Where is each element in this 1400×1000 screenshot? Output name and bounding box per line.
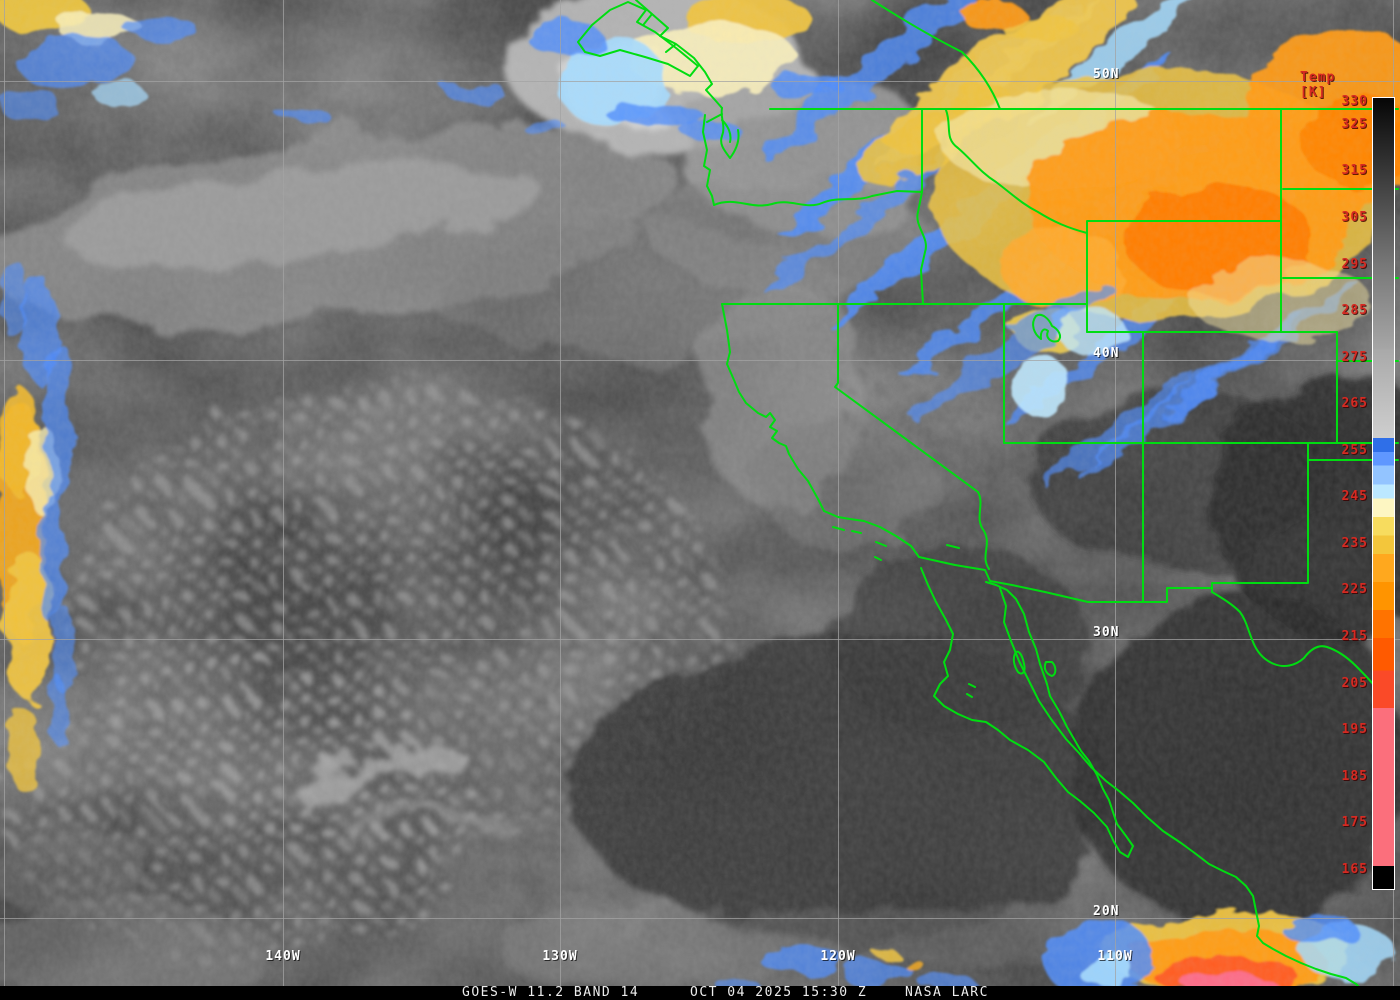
lat-label-40N: 40N	[1093, 346, 1120, 361]
lon-label-120W: 120W	[820, 949, 856, 964]
colorbar-tick-255: 255	[1341, 443, 1368, 458]
colorbar-tick-275: 275	[1341, 350, 1368, 365]
idaho-montana-border	[945, 109, 1088, 234]
bc-alberta-divide	[871, 0, 1001, 110]
wyoming-borders	[1086, 109, 1282, 333]
bc-mainland-coast	[635, 0, 723, 109]
colorbar-tick-205: 205	[1341, 676, 1368, 691]
lon-label-110W: 110W	[1097, 949, 1133, 964]
lon-label-130W: 130W	[542, 949, 578, 964]
colorado-river-az-ca	[977, 491, 990, 570]
caption-product-label: GOES-W 11.2 BAND 14	[462, 985, 640, 1000]
rio-grande	[1211, 591, 1391, 703]
colorbar-tick-315: 315	[1341, 163, 1368, 178]
newmexico-texas-borders	[1211, 442, 1399, 593]
vancouver-island-coast	[577, 1, 699, 77]
idaho-west-border	[916, 109, 927, 305]
colorbar-tick-265: 265	[1341, 396, 1368, 411]
puget-sound	[706, 107, 740, 159]
colorbar-tick-195: 195	[1341, 722, 1368, 737]
colorbar-tick-305: 305	[1341, 210, 1368, 225]
lat-label-30N: 30N	[1093, 625, 1120, 640]
colorbar-title: Temp [K]	[1300, 70, 1336, 100]
great-salt-lake	[1032, 313, 1062, 343]
lat-label-50N: 50N	[1093, 67, 1120, 82]
state-country-borders	[577, 0, 1399, 998]
lon-label-140W: 140W	[265, 949, 301, 964]
colorbar-tick-175: 175	[1341, 815, 1368, 830]
colorbar-tick-235: 235	[1341, 536, 1368, 551]
colorbar-tick-295: 295	[1341, 257, 1368, 272]
california-coast	[721, 303, 920, 558]
colorbar-tick-165: 165	[1341, 862, 1368, 877]
caption-credit: NASA LARC	[905, 985, 989, 1000]
mexico-mainland-coast	[999, 587, 1368, 998]
colorbar-tick-330: 330	[1341, 94, 1368, 109]
us-mexico-border	[918, 556, 1213, 603]
baja-pacific-coast	[920, 567, 1134, 858]
columbia-river-wa-or	[713, 190, 923, 207]
lat-label-20N: 20N	[1093, 904, 1120, 919]
caption-bar: GOES-W 11.2 BAND 14 OCT 04 2025 15:30 Z …	[0, 986, 1400, 1000]
caption-timestamp: OCT 04 2025 15:30 Z	[690, 985, 868, 1000]
colorbar-tick-185: 185	[1341, 769, 1368, 784]
colorbar-tick-285: 285	[1341, 303, 1368, 318]
washington-coast	[702, 114, 715, 206]
colorbar-tick-245: 245	[1341, 489, 1368, 504]
colorbar-tick-215: 215	[1341, 629, 1368, 644]
california-nevada-border	[834, 303, 979, 493]
colorbar-gradient	[1372, 97, 1395, 890]
colorbar-tick-325: 325	[1341, 117, 1368, 132]
baja-gulf-coast	[985, 581, 1134, 847]
gulf-islands	[966, 650, 1057, 698]
colorbar-tick-225: 225	[1341, 582, 1368, 597]
channel-islands	[832, 526, 960, 561]
